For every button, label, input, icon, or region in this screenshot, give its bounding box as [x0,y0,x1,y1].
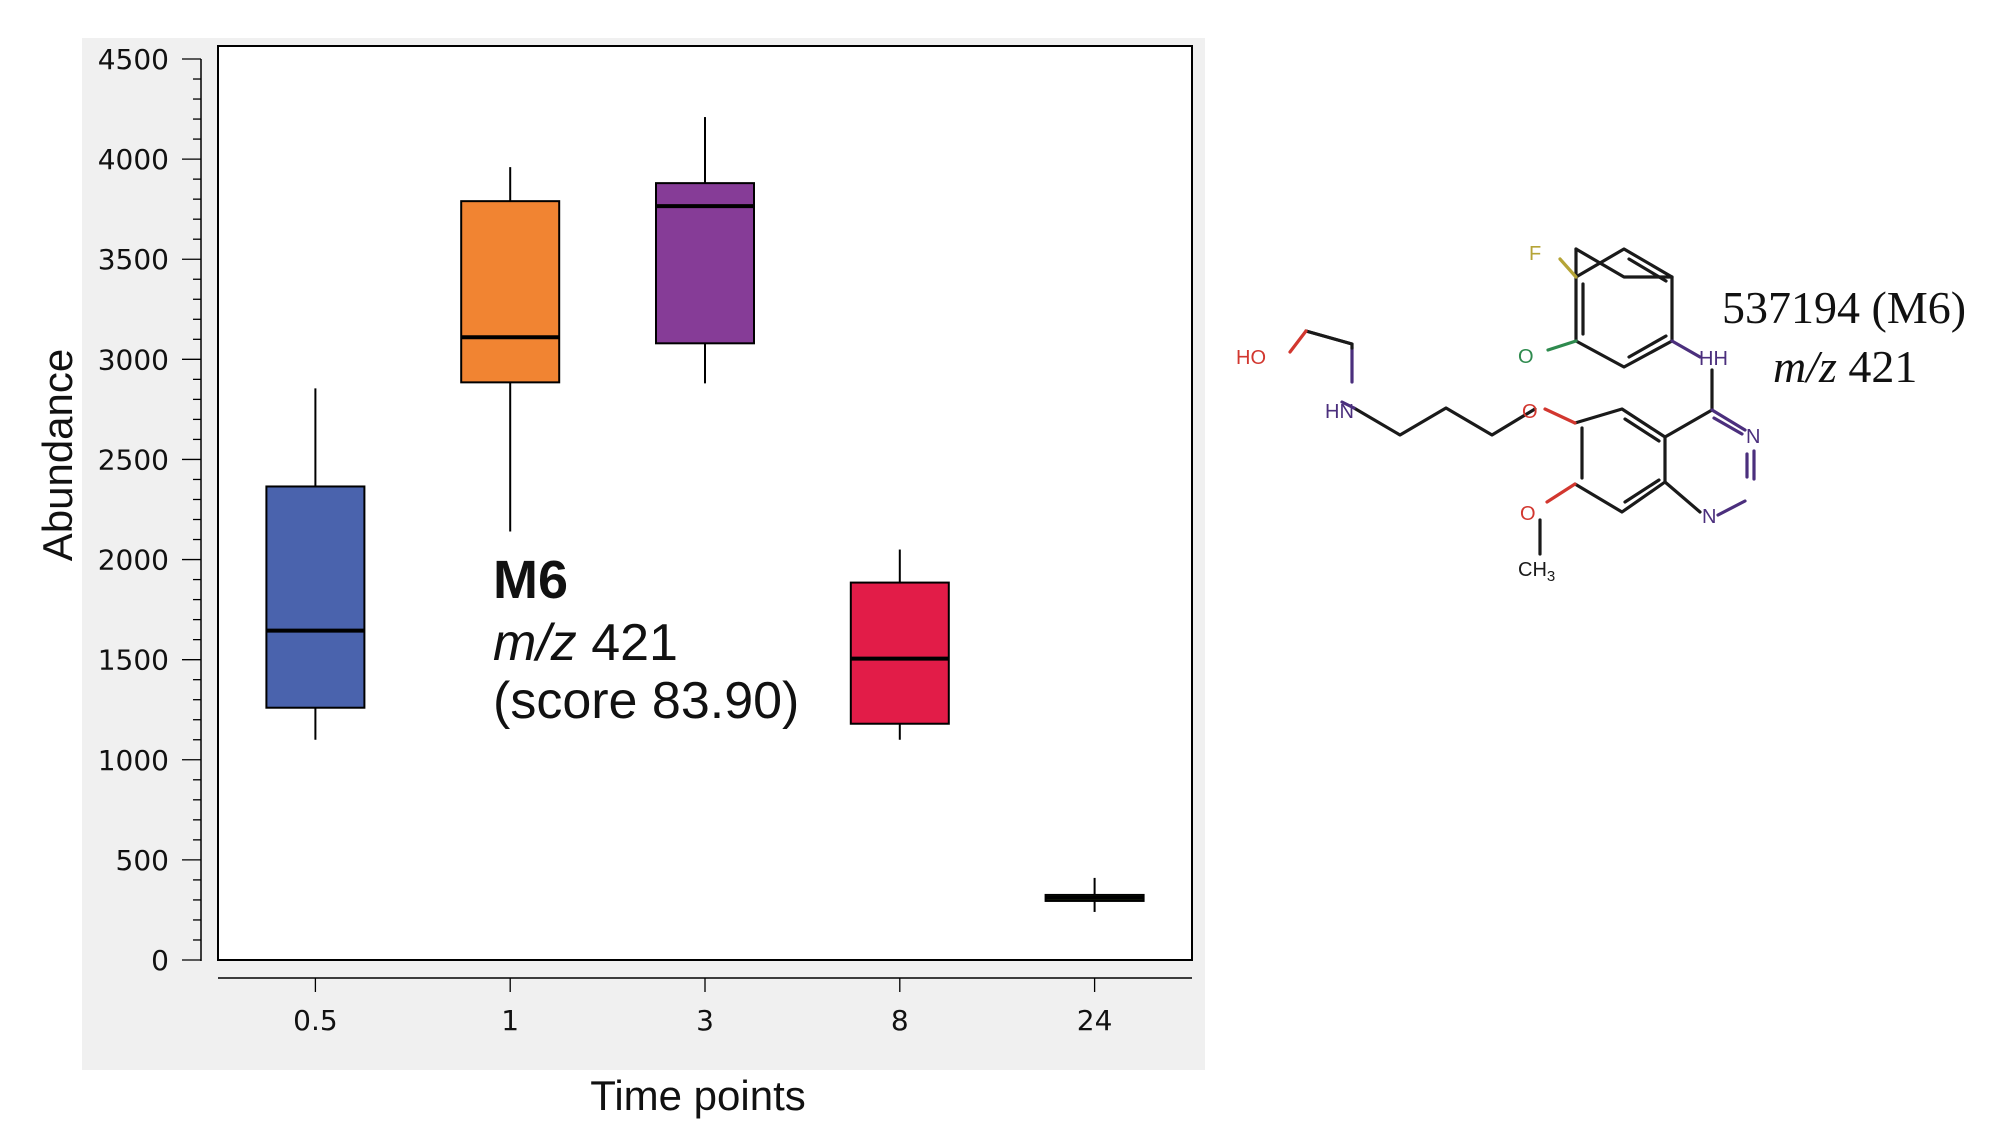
bond-ring-nh [1670,339,1702,359]
box-24 [1044,877,1145,912]
annotation-mz: m/z 421 [493,614,678,672]
atom-label-ho: HO [1236,347,1266,369]
x-axis-ticks: 0.5 1 3 8 24 [293,978,1112,1037]
structure-mz: m/z 421 [1773,341,1917,392]
bond-ch2-oh [1288,329,1308,354]
y-tick-label: 4000 [98,143,169,176]
y-axis-ticks: 0 500 1000 1500 2000 2500 3000 3500 4000 4500 [98,43,201,977]
atom-label-n-top: N [1746,426,1760,448]
methyl-ch: CH [1518,559,1547,581]
bond-c-f [1558,257,1578,279]
annotation-mz-prefix: m/z [493,614,577,672]
box-1 [460,167,561,532]
box-body [265,485,366,709]
atom-label-methyl: CH3 [1518,559,1555,585]
box-0.5 [265,388,366,740]
y-axis-title: Abundance [34,349,81,562]
bond-c-o [1546,339,1578,352]
box-series [265,117,1145,912]
bond-ring-ether-o [1543,407,1577,425]
x-tick-label: 0.5 [293,1004,338,1037]
y-tick-label: 1000 [98,744,169,777]
y-tick-label: 4500 [98,43,169,76]
methyl-subscript: 3 [1547,568,1555,585]
box-body [655,182,755,345]
atom-label-hh: HH [1699,348,1728,370]
x-tick-label: 1 [501,1004,519,1037]
annotation-score: (score 83.90) [493,672,799,730]
annotation-name: M6 [493,550,568,610]
atom-label-f: F [1529,243,1541,265]
atom-label-hn: HN [1325,401,1354,423]
bond-ethyl-2 [1304,329,1354,346]
bond-n-ch2 [1340,400,1356,410]
phenyl-ring [1574,247,1674,369]
y-tick-label: 1500 [98,644,169,677]
x-axis-title: Time points [590,1072,806,1119]
atom-label-n-bottom: N [1702,506,1716,528]
atom-label-methoxy-o: O [1520,503,1536,525]
structure-title: 537194 (M6) [1722,282,1966,333]
box-8 [849,549,950,740]
structure-mz-prefix: m/z [1773,341,1837,392]
bond-ring-methoxy-o [1545,482,1577,504]
box-body [460,200,561,384]
x-tick-label: 3 [696,1004,714,1037]
atom-label-o-ring: O [1518,346,1534,368]
box-3 [655,117,755,384]
y-tick-label: 2000 [98,544,169,577]
chemical-structure [1288,247,1756,556]
quinazoline-benzene-ring [1573,407,1667,514]
y-tick-label: 3000 [98,343,169,376]
y-tick-label: 3500 [98,243,169,276]
y-tick-label: 500 [116,844,169,877]
x-tick-label: 8 [891,1004,909,1037]
pyrimidine-ring [1663,408,1756,517]
y-tick-label: 2500 [98,443,169,476]
structure-mz-value: 421 [1848,341,1917,392]
annotation-mz-value: 421 [591,614,678,672]
x-tick-label: 24 [1077,1004,1113,1037]
atom-label-ether-o: O [1522,401,1538,423]
y-tick-label: 0 [151,944,169,977]
box-body [849,581,950,725]
side-chain [1352,406,1537,437]
